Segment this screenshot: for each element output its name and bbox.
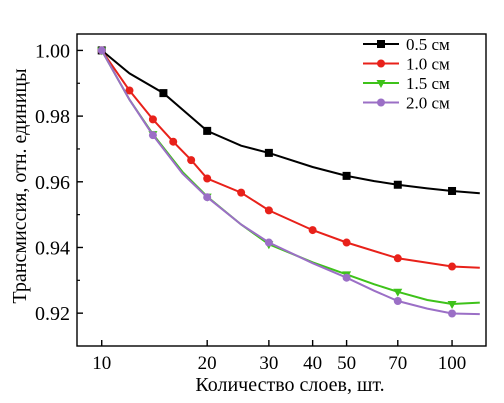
y-tick-label: 0.98 — [35, 106, 70, 128]
series-4 — [97, 46, 480, 318]
data-point — [377, 59, 385, 68]
data-point — [447, 300, 457, 309]
y-axis-title: Трансмиссия, отн. единицы — [9, 68, 31, 303]
x-tick-label: 10 — [92, 353, 111, 374]
legend-item: 0.5 см — [363, 35, 450, 54]
x-tick-label: 40 — [303, 353, 322, 374]
legend-label: 1.0 см — [406, 55, 450, 74]
data-point — [264, 148, 273, 157]
x-tick-label: 30 — [259, 353, 278, 374]
data-point — [203, 126, 212, 135]
data-point — [448, 309, 457, 318]
data-point — [97, 46, 106, 55]
data-point — [264, 238, 273, 247]
x-axis-title: Количество слоев, шт. — [195, 374, 384, 396]
data-point — [393, 180, 402, 189]
data-point — [203, 174, 212, 183]
data-point — [393, 297, 402, 306]
y-tick-label: 0.92 — [35, 303, 70, 325]
legend-item: 1.5 см — [363, 74, 450, 93]
data-point — [342, 238, 351, 247]
y-tick-label: 0.96 — [35, 172, 70, 194]
data-point — [393, 254, 402, 263]
legend-label: 0.5 см — [406, 35, 450, 54]
y-axis: 0.92 0.94 0.96 0.98 1.00 — [35, 40, 83, 325]
data-point — [342, 171, 351, 180]
x-axis: 10 20 30 40 50 70 100 — [92, 340, 466, 374]
series-2 — [97, 46, 480, 271]
data-point — [148, 131, 157, 140]
data-point — [125, 86, 134, 95]
plot-area — [76, 33, 487, 347]
x-tick-label: 70 — [388, 353, 407, 374]
legend-item: 2.0 см — [363, 94, 450, 113]
y-tick-label: 0.94 — [35, 237, 70, 259]
data-point — [393, 288, 403, 297]
data-point — [448, 186, 457, 195]
data-point — [187, 156, 196, 165]
data-point — [377, 40, 385, 48]
data-point — [169, 137, 178, 146]
x-tick-label: 20 — [198, 353, 217, 374]
legend-label: 2.0 см — [406, 94, 450, 113]
data-point — [308, 226, 317, 235]
x-tick-label: 50 — [337, 353, 356, 374]
y-tick-label: 1.00 — [35, 40, 70, 62]
data-point — [342, 273, 351, 282]
data-point — [448, 262, 457, 271]
data-point — [148, 115, 157, 124]
legend-item: 1.0 см — [363, 55, 450, 74]
data-point — [377, 98, 385, 107]
data-point — [264, 206, 273, 215]
series-line — [100, 49, 480, 316]
legend: 0.5 см1.0 см1.5 см2.0 см — [363, 35, 450, 113]
plot-frame — [76, 33, 487, 347]
legend-label: 1.5 см — [406, 74, 450, 93]
data-point — [376, 80, 386, 88]
data-point — [203, 193, 212, 202]
data-point — [159, 89, 168, 98]
series-layer — [97, 46, 480, 318]
data-point — [237, 188, 246, 197]
x-tick-label: 100 — [438, 353, 467, 374]
